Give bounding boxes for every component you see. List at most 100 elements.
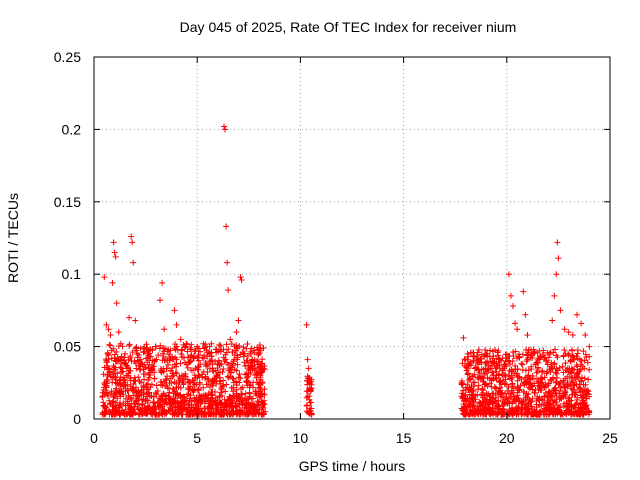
data-point	[231, 379, 238, 386]
data-point	[227, 373, 234, 380]
data-point	[210, 379, 217, 386]
data-point	[243, 374, 250, 381]
data-point	[470, 403, 477, 410]
data-point	[185, 386, 192, 393]
data-point	[574, 370, 581, 377]
data-point	[483, 405, 490, 412]
data-point	[196, 379, 203, 386]
data-point	[523, 404, 530, 411]
data-point	[477, 403, 484, 410]
data-point	[553, 352, 560, 359]
data-point	[257, 386, 264, 393]
data-point	[306, 379, 313, 386]
data-point	[233, 391, 240, 398]
data-point	[544, 361, 551, 368]
data-point	[552, 346, 559, 353]
data-point	[254, 370, 261, 377]
data-point	[145, 347, 152, 354]
data-point	[486, 347, 493, 354]
data-point	[233, 356, 240, 363]
data-point	[105, 352, 112, 359]
data-point	[541, 384, 548, 391]
data-point	[537, 386, 544, 393]
data-point	[225, 346, 232, 353]
data-point	[533, 369, 540, 376]
data-point	[499, 398, 506, 405]
data-point	[576, 368, 583, 375]
data-point	[177, 336, 184, 343]
data-point	[185, 359, 192, 366]
data-point	[464, 371, 471, 378]
data-point	[188, 352, 195, 359]
data-point	[487, 358, 494, 365]
data-point	[514, 377, 521, 384]
data-point	[153, 391, 160, 398]
data-point	[242, 397, 249, 404]
data-point	[535, 411, 542, 418]
data-point	[194, 405, 201, 412]
data-point	[564, 380, 571, 387]
data-point	[100, 371, 107, 378]
data-point	[476, 369, 483, 376]
data-point	[192, 408, 199, 415]
data-point	[223, 410, 230, 417]
data-point	[171, 408, 178, 415]
data-point	[569, 347, 576, 354]
data-point	[582, 381, 589, 388]
data-point	[507, 361, 514, 368]
data-point	[561, 326, 568, 333]
data-point	[235, 395, 242, 402]
data-point	[194, 374, 201, 381]
data-point	[180, 381, 187, 388]
data-point	[504, 400, 511, 407]
data-point	[212, 346, 219, 353]
data-point	[99, 411, 106, 418]
data-point	[109, 399, 116, 406]
data-point	[125, 364, 132, 371]
data-point	[120, 410, 127, 417]
data-point	[155, 404, 162, 411]
data-point	[200, 340, 207, 347]
data-point	[155, 352, 162, 359]
data-point	[134, 404, 141, 411]
data-point	[303, 321, 310, 328]
data-point	[514, 395, 521, 402]
data-point	[216, 374, 223, 381]
data-point	[142, 407, 149, 414]
data-point	[222, 388, 229, 395]
data-point	[472, 396, 479, 403]
data-point	[118, 353, 125, 360]
data-point	[544, 397, 551, 404]
data-point	[484, 350, 491, 357]
data-point	[509, 381, 516, 388]
data-point	[136, 410, 143, 417]
data-point	[550, 349, 557, 356]
data-point	[221, 358, 228, 365]
data-point	[203, 363, 210, 370]
data-point	[216, 341, 223, 348]
data-point	[128, 386, 135, 393]
data-point	[198, 393, 205, 400]
data-point	[459, 360, 466, 367]
data-point	[177, 392, 184, 399]
data-point	[149, 346, 156, 353]
data-point	[548, 359, 555, 366]
data-point	[212, 394, 219, 401]
data-point	[554, 367, 561, 374]
data-point	[510, 385, 517, 392]
data-point	[233, 386, 240, 393]
data-point	[490, 395, 497, 402]
data-point	[254, 358, 261, 365]
data-point	[543, 411, 550, 418]
data-point	[186, 378, 193, 385]
data-point	[126, 400, 133, 407]
data-point	[107, 332, 114, 339]
data-point	[481, 353, 488, 360]
data-point	[586, 353, 593, 360]
data-point	[259, 360, 266, 367]
data-point	[557, 387, 564, 394]
data-point	[522, 311, 529, 318]
data-point	[255, 359, 262, 366]
data-point	[568, 385, 575, 392]
data-point	[237, 274, 244, 281]
